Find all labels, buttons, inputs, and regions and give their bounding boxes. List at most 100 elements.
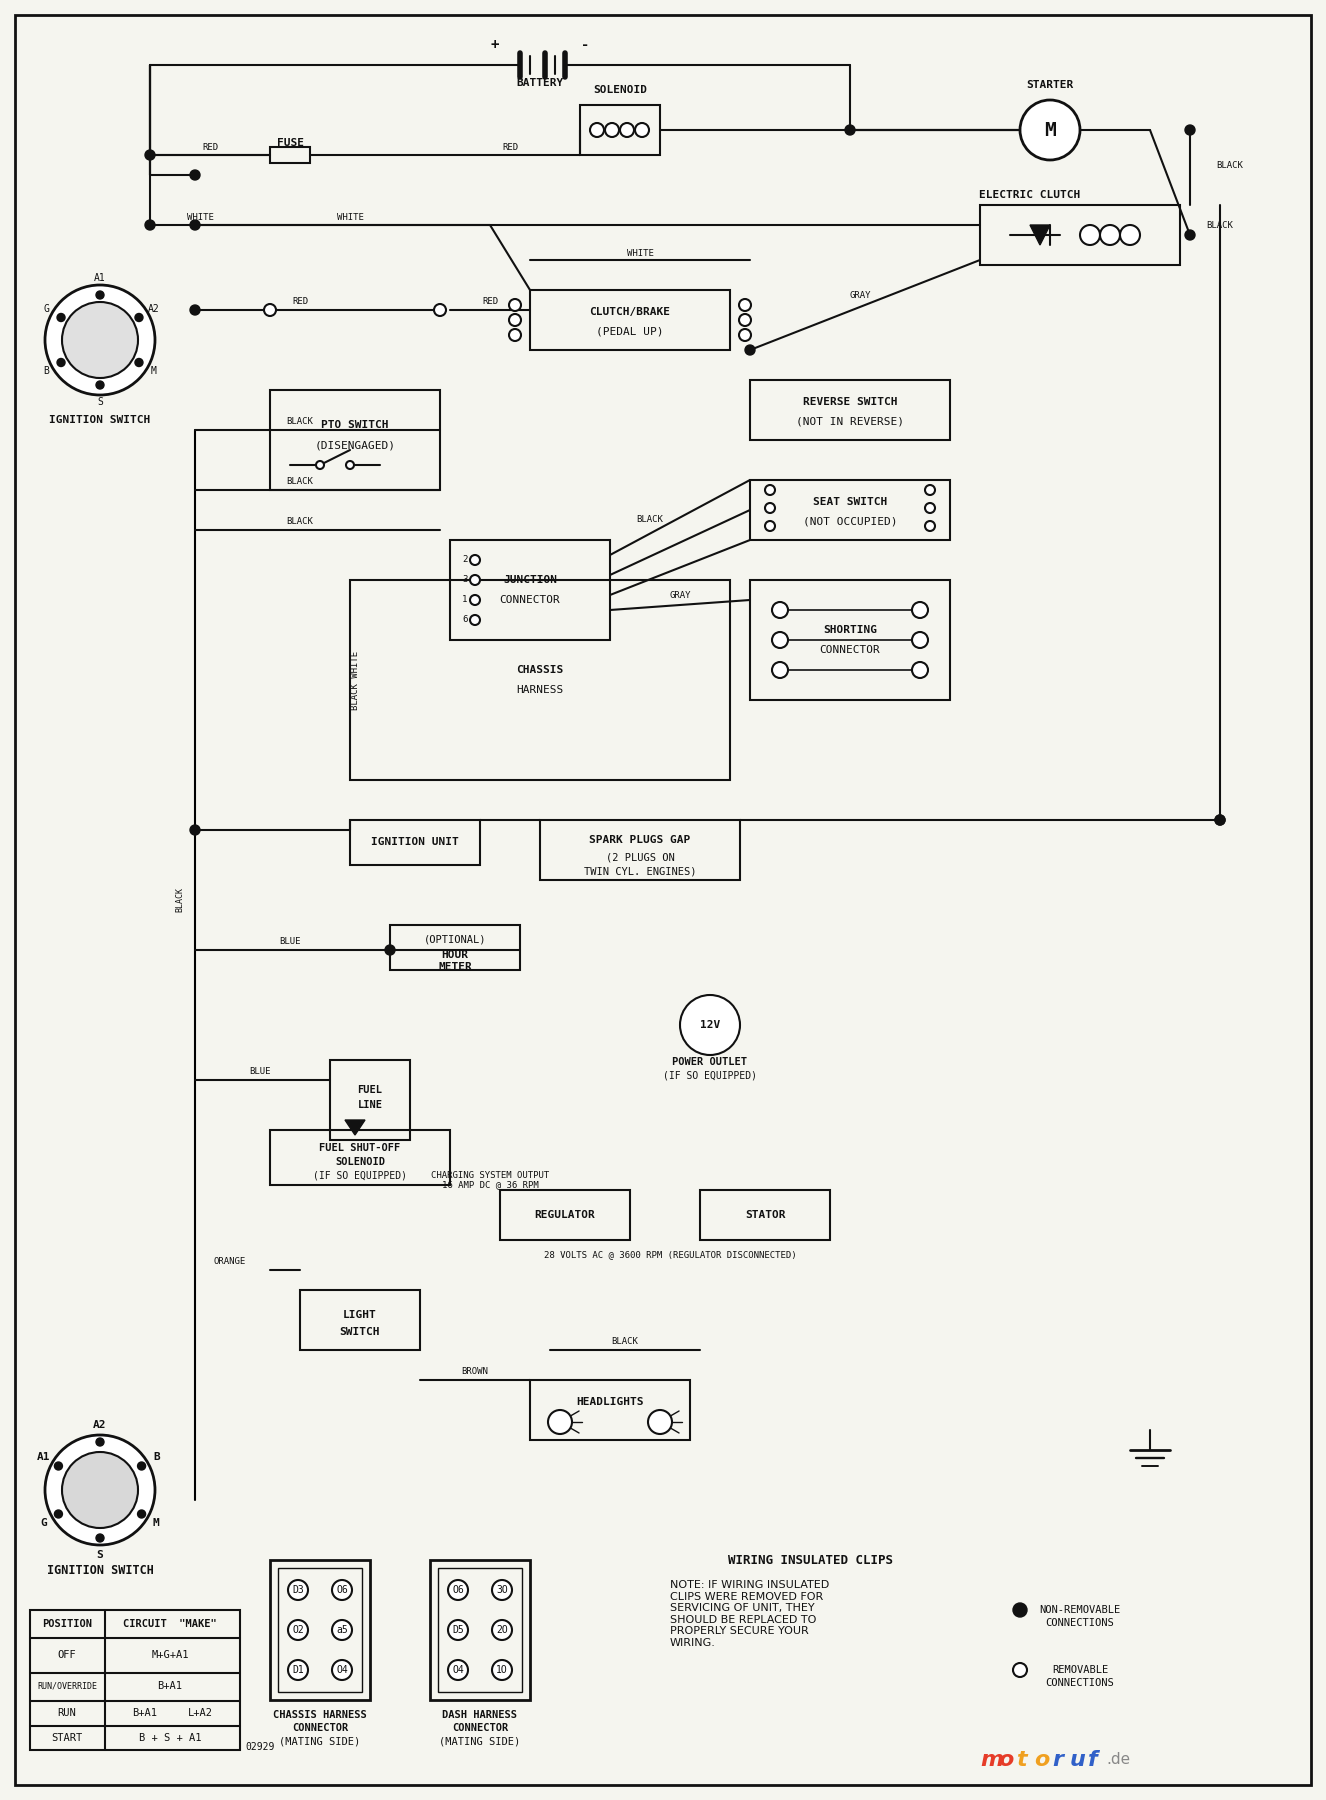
Text: M: M bbox=[152, 1517, 159, 1528]
Text: 16 AMP DC @ 36 RPM: 16 AMP DC @ 36 RPM bbox=[442, 1181, 538, 1190]
Text: BLUE: BLUE bbox=[249, 1067, 271, 1076]
Text: S: S bbox=[97, 398, 103, 407]
Text: D3: D3 bbox=[292, 1586, 304, 1595]
Circle shape bbox=[138, 1462, 146, 1471]
Circle shape bbox=[590, 122, 605, 137]
Circle shape bbox=[845, 124, 855, 135]
Circle shape bbox=[385, 945, 395, 956]
Circle shape bbox=[772, 632, 788, 648]
Circle shape bbox=[448, 1620, 468, 1640]
Text: O4: O4 bbox=[452, 1665, 464, 1676]
Circle shape bbox=[739, 299, 751, 311]
Bar bbox=[540, 821, 740, 880]
Text: STATOR: STATOR bbox=[745, 1210, 785, 1220]
Text: STARTER: STARTER bbox=[1026, 79, 1074, 90]
Circle shape bbox=[95, 292, 103, 299]
Text: ORANGE: ORANGE bbox=[213, 1258, 247, 1267]
Text: BLACK: BLACK bbox=[611, 1337, 638, 1346]
Text: BATTERY: BATTERY bbox=[516, 77, 564, 88]
Text: (NOT IN REVERSE): (NOT IN REVERSE) bbox=[796, 418, 904, 427]
Text: SOLENOID: SOLENOID bbox=[335, 1157, 385, 1166]
Circle shape bbox=[772, 662, 788, 679]
Bar bbox=[980, 205, 1180, 265]
Circle shape bbox=[492, 1580, 512, 1600]
Circle shape bbox=[739, 329, 751, 340]
Circle shape bbox=[45, 284, 155, 394]
Text: M: M bbox=[1044, 121, 1055, 140]
Circle shape bbox=[288, 1620, 308, 1640]
Text: 3: 3 bbox=[463, 576, 468, 585]
Text: LIGHT: LIGHT bbox=[343, 1310, 377, 1319]
Text: REVERSE SWITCH: REVERSE SWITCH bbox=[802, 398, 898, 407]
Text: M+G+A1: M+G+A1 bbox=[151, 1651, 188, 1660]
Text: WHITE: WHITE bbox=[627, 248, 654, 257]
Text: m: m bbox=[980, 1750, 1004, 1769]
Text: RED: RED bbox=[503, 142, 518, 151]
Text: CONNECTIONS: CONNECTIONS bbox=[1046, 1618, 1114, 1627]
Text: TWIN CYL. ENGINES): TWIN CYL. ENGINES) bbox=[583, 868, 696, 877]
Text: (NOT OCCUPIED): (NOT OCCUPIED) bbox=[802, 517, 898, 527]
Text: HOUR: HOUR bbox=[442, 950, 468, 959]
Text: RUN: RUN bbox=[57, 1708, 77, 1717]
Text: O6: O6 bbox=[452, 1586, 464, 1595]
Text: 1O: 1O bbox=[496, 1665, 508, 1676]
Circle shape bbox=[912, 662, 928, 679]
Text: (MATING SIDE): (MATING SIDE) bbox=[439, 1735, 521, 1746]
Text: (IF SO EQUIPPED): (IF SO EQUIPPED) bbox=[663, 1069, 757, 1080]
Text: JUNCTION: JUNCTION bbox=[503, 574, 557, 585]
Circle shape bbox=[434, 304, 446, 317]
Circle shape bbox=[190, 220, 200, 230]
Text: GRAY: GRAY bbox=[849, 290, 871, 299]
Circle shape bbox=[62, 302, 138, 378]
Circle shape bbox=[448, 1580, 468, 1600]
Text: RUN/OVERRIDE: RUN/OVERRIDE bbox=[37, 1681, 97, 1690]
Text: (OPTIONAL): (OPTIONAL) bbox=[424, 934, 487, 945]
Circle shape bbox=[912, 632, 928, 648]
Text: .de: .de bbox=[1106, 1753, 1130, 1768]
Circle shape bbox=[492, 1620, 512, 1640]
Text: t: t bbox=[1016, 1750, 1026, 1769]
Text: CHASSIS HARNESS: CHASSIS HARNESS bbox=[273, 1710, 367, 1721]
Circle shape bbox=[448, 1660, 468, 1679]
Text: IGNITION SWITCH: IGNITION SWITCH bbox=[46, 1564, 154, 1577]
Text: A1: A1 bbox=[94, 274, 106, 283]
Bar bbox=[271, 1561, 370, 1699]
Circle shape bbox=[332, 1580, 351, 1600]
Text: BLACK: BLACK bbox=[286, 518, 313, 526]
Circle shape bbox=[469, 554, 480, 565]
Bar bbox=[751, 481, 949, 540]
Bar bbox=[751, 580, 949, 700]
Text: SPARK PLUGS GAP: SPARK PLUGS GAP bbox=[589, 835, 691, 844]
Circle shape bbox=[1120, 225, 1140, 245]
Circle shape bbox=[1020, 101, 1079, 160]
Circle shape bbox=[145, 220, 155, 230]
Text: A2: A2 bbox=[147, 304, 159, 313]
Circle shape bbox=[509, 299, 521, 311]
Circle shape bbox=[745, 346, 754, 355]
Circle shape bbox=[1185, 124, 1195, 135]
Circle shape bbox=[264, 304, 276, 317]
Circle shape bbox=[57, 313, 65, 322]
Circle shape bbox=[288, 1580, 308, 1600]
Circle shape bbox=[135, 313, 143, 322]
Circle shape bbox=[469, 596, 480, 605]
Text: S: S bbox=[97, 1550, 103, 1561]
Circle shape bbox=[926, 520, 935, 531]
Circle shape bbox=[145, 149, 155, 160]
Circle shape bbox=[912, 601, 928, 617]
Polygon shape bbox=[345, 1120, 365, 1136]
Text: BLACK: BLACK bbox=[636, 515, 663, 524]
Circle shape bbox=[648, 1409, 672, 1435]
Text: HARNESS: HARNESS bbox=[516, 686, 564, 695]
Circle shape bbox=[621, 122, 634, 137]
Text: B: B bbox=[44, 365, 49, 376]
Circle shape bbox=[95, 382, 103, 389]
Bar bbox=[330, 1060, 410, 1139]
Text: CONNECTIONS: CONNECTIONS bbox=[1046, 1678, 1114, 1688]
Text: SHORTING: SHORTING bbox=[823, 625, 876, 635]
Text: SWITCH: SWITCH bbox=[339, 1327, 381, 1337]
Text: CHARGING SYSTEM OUTPUT: CHARGING SYSTEM OUTPUT bbox=[431, 1170, 549, 1179]
Circle shape bbox=[926, 484, 935, 495]
Text: B+A1: B+A1 bbox=[133, 1708, 158, 1717]
Text: SEAT SWITCH: SEAT SWITCH bbox=[813, 497, 887, 508]
